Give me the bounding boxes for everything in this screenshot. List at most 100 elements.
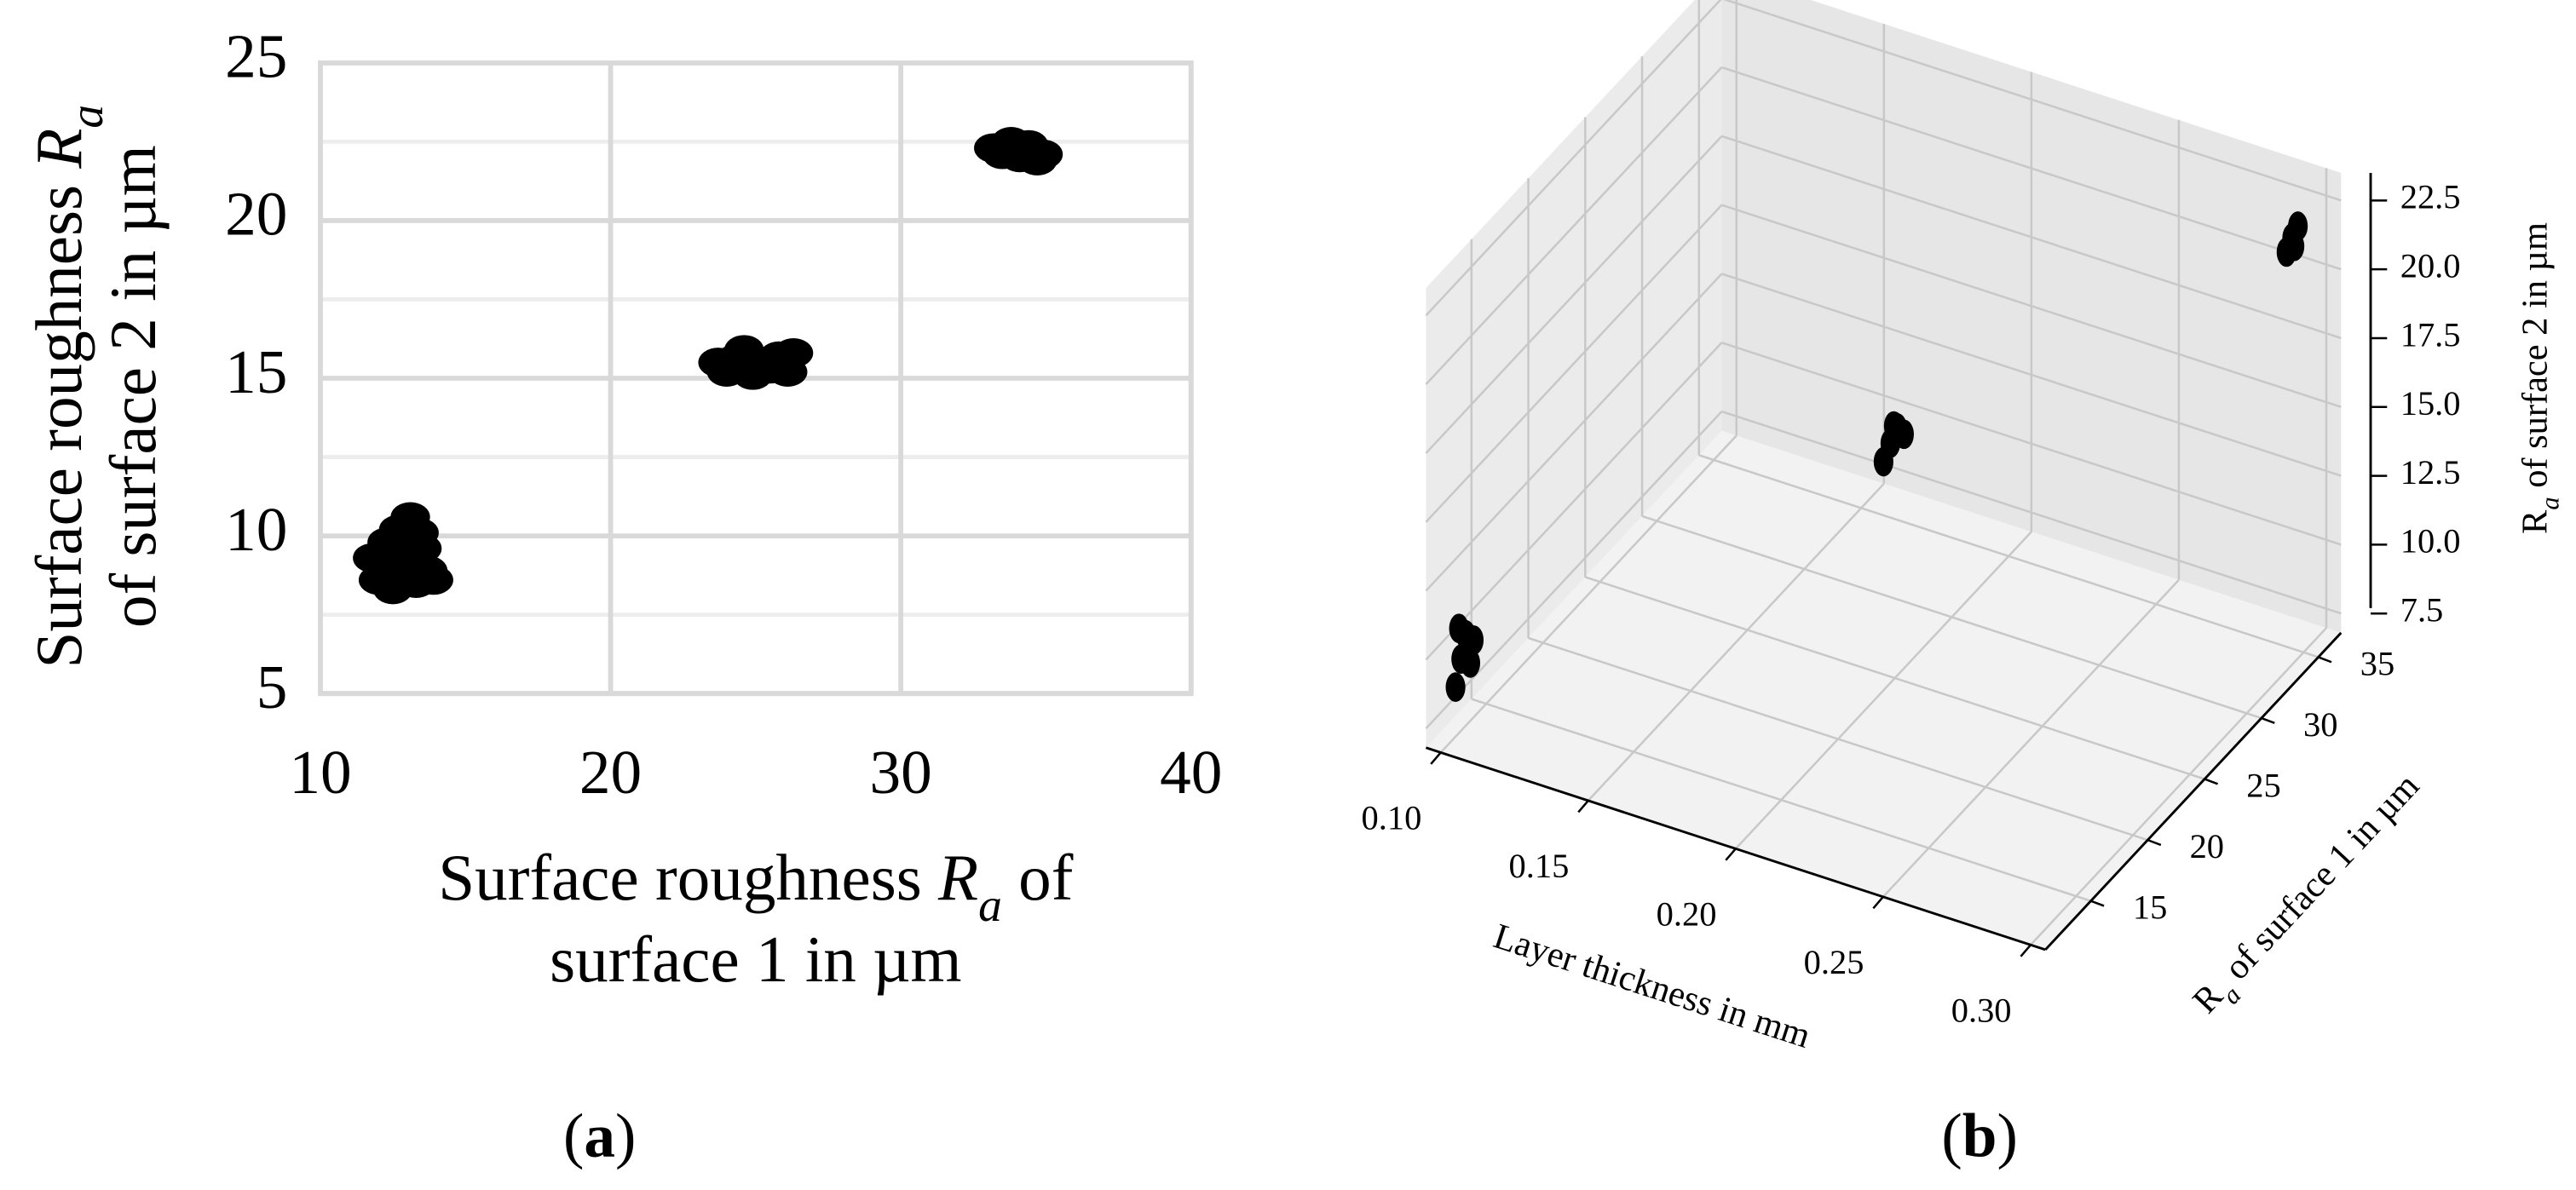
label-part: surface 1 in µm [550,923,961,996]
grid-line [1882,578,2180,898]
z-tick-label: 20.0 [2400,246,2461,285]
label-part: of surface 1 in µm [2210,766,2427,994]
grid-line [1721,342,2342,546]
z-axis-label: Ra of surface 2 in µm [2515,222,2564,534]
point [1460,648,1481,678]
z-tick-label: 15.0 [2400,384,2461,423]
tick-mark [1725,848,1737,861]
panel-label: (b) [1941,1101,2018,1170]
y-axis-label: of surface 2 in µm [96,145,170,628]
y-tick-label: 15 [225,337,287,406]
x-tick-label: 20 [579,738,642,807]
label-part: ( [563,1101,584,1170]
point [773,338,814,368]
tick-mark [2090,900,2105,907]
point [1023,139,1063,170]
label-part: of surface 2 in µm [2515,222,2555,497]
label-part: of [1002,841,1074,914]
x-tick-label: 0.15 [1509,847,1570,885]
y-axis-label: Surface roughness Ra [22,105,114,669]
label-part: of surface 2 in µm [96,145,170,628]
point [1449,613,1469,644]
label-part: a [2536,497,2565,509]
point [2285,231,2305,262]
grid-line [1425,204,1723,523]
z-tick-label: 22.5 [2400,178,2461,216]
z-tick-label: 7.5 [2400,591,2444,629]
tick-mark [1872,896,1884,910]
grid-line [1439,434,1738,754]
grid-line [1721,410,2342,615]
grid-line [1721,273,2342,477]
tick-mark [1577,800,1589,813]
tick-mark [2261,716,2275,724]
point [413,565,453,595]
x-tick-label: 30 [870,738,932,807]
grid-line [1528,636,2148,842]
tick-mark [2204,778,2219,785]
x-tick-label: 0.25 [1804,943,1864,981]
label-part: ) [1997,1101,2018,1170]
tick-mark [1430,751,1442,765]
label-part: R [937,841,978,914]
tick-mark [2020,944,2031,957]
y-tick-label: 5 [256,652,288,721]
grid-line [1425,135,1723,454]
x-tick-label: 10 [289,738,351,807]
label-part: Surface roughness [22,169,95,669]
label-part: ) [615,1101,636,1170]
grid-line [1587,482,1885,802]
grid-line [2030,627,2327,946]
y-axis-label: Ra of surface 1 in µm [2185,766,2434,1027]
grid-line [1425,342,1723,661]
point [387,539,428,570]
x-axis-label: surface 1 in µm [550,923,961,996]
x-axis-label: Surface roughness Ra of [438,841,1073,933]
z-tick-label: 17.5 [2400,315,2461,354]
y-tick-label: 25 [225,22,287,91]
plot-border [318,60,1194,697]
y-tick-label: 35 [2360,644,2394,682]
point [1445,672,1466,703]
label-part: Surface roughness [438,841,938,914]
label-part: b [1962,1101,1997,1170]
point [1463,625,1484,655]
y-tick-label: 30 [2303,705,2337,744]
y-axis-line [2044,631,2343,951]
left-pane [1426,0,1722,748]
grid-line [1721,204,2342,408]
grid-line [1722,0,2342,202]
y-tick-label: 20 [225,180,287,249]
grid-line [1425,0,1722,317]
x-tick-label: 0.20 [1657,895,1717,934]
grid-line [1425,273,1723,592]
label-part: ( [1941,1101,1962,1170]
label-part: a [978,880,1002,932]
grid-line [1584,576,2205,780]
x-tick-label: 0.10 [1361,799,1421,837]
grid-line [1721,135,2342,340]
grid-line [1471,698,2092,902]
x-axis-label: Layer thickness in mm [1489,916,1815,1055]
grid-line [1734,531,2032,850]
z-tick-label: 10.0 [2400,522,2461,561]
tick-mark [2318,656,2332,664]
z-tick-label: 12.5 [2400,453,2461,492]
panel-label: (a) [563,1101,636,1170]
grid-line [1698,454,2319,658]
label-part: a [61,105,113,129]
y-tick-label: 10 [225,495,287,564]
y-tick-label: 25 [2246,766,2280,804]
point [1883,411,1904,441]
grid-line [1425,66,1723,385]
label-part: R [22,129,95,170]
x-tick-label: 0.30 [1951,992,2012,1030]
x-tick-label: 40 [1160,738,1222,807]
label-part: a [584,1101,615,1170]
y-tick-label: 15 [2133,888,2167,927]
x-axis-line [1425,746,2046,951]
tick-mark [2147,838,2162,847]
grid-line [1641,515,2262,720]
